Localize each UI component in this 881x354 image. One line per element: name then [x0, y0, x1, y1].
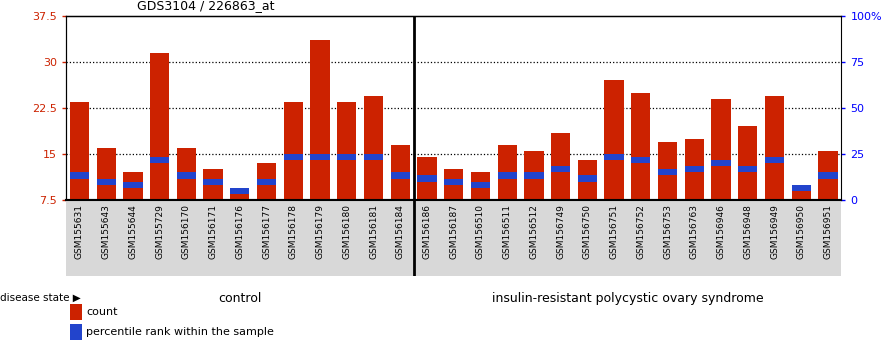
Bar	[818, 172, 838, 178]
Bar	[551, 132, 570, 200]
Bar	[604, 80, 624, 200]
Bar	[524, 151, 544, 200]
Text: GSM156176: GSM156176	[235, 204, 244, 259]
Text: insulin-resistant polycystic ovary syndrome: insulin-resistant polycystic ovary syndr…	[492, 292, 763, 305]
Bar	[123, 182, 143, 188]
Bar	[337, 154, 357, 160]
Bar	[177, 148, 196, 200]
Text: GSM156177: GSM156177	[262, 204, 271, 259]
Bar	[150, 157, 169, 163]
Bar	[123, 172, 143, 200]
Text: GSM156951: GSM156951	[824, 204, 833, 259]
Bar	[150, 53, 169, 200]
Text: GSM156750: GSM156750	[583, 204, 592, 259]
Bar	[551, 166, 570, 172]
Text: GSM156187: GSM156187	[449, 204, 458, 259]
Text: GSM156749: GSM156749	[556, 204, 565, 259]
Text: GSM156179: GSM156179	[315, 204, 324, 259]
Bar	[498, 172, 517, 178]
Text: GSM155631: GSM155631	[75, 204, 84, 259]
Bar	[524, 172, 544, 178]
Text: GSM156946: GSM156946	[716, 204, 726, 259]
Text: GSM156178: GSM156178	[289, 204, 298, 259]
Bar	[631, 93, 650, 200]
Bar	[204, 169, 223, 200]
Text: GSM156180: GSM156180	[343, 204, 352, 259]
Bar	[230, 188, 249, 194]
Text: GSM156171: GSM156171	[209, 204, 218, 259]
Bar	[765, 96, 784, 200]
Text: GSM156763: GSM156763	[690, 204, 699, 259]
Bar	[470, 172, 490, 200]
Bar	[70, 102, 89, 200]
Text: GSM155729: GSM155729	[155, 204, 164, 259]
Bar	[284, 154, 303, 160]
Bar	[444, 178, 463, 185]
Bar	[712, 99, 730, 200]
Bar	[792, 185, 811, 191]
Bar	[658, 142, 677, 200]
Bar	[792, 185, 811, 200]
Bar	[70, 172, 89, 178]
Bar	[418, 157, 437, 200]
Bar	[498, 145, 517, 200]
Text: GSM156511: GSM156511	[503, 204, 512, 259]
Bar	[97, 148, 115, 200]
Text: GSM156181: GSM156181	[369, 204, 378, 259]
Bar	[604, 154, 624, 160]
Bar	[470, 182, 490, 188]
Bar	[738, 126, 758, 200]
Bar	[631, 157, 650, 163]
Text: GDS3104 / 226863_at: GDS3104 / 226863_at	[137, 0, 274, 12]
Text: count: count	[86, 307, 118, 318]
Text: GSM156751: GSM156751	[610, 204, 618, 259]
Text: control: control	[218, 292, 262, 305]
Text: GSM156753: GSM156753	[663, 204, 672, 259]
Bar	[204, 178, 223, 185]
Bar	[257, 178, 277, 185]
Bar	[578, 160, 597, 200]
Text: percentile rank within the sample: percentile rank within the sample	[86, 327, 274, 337]
Text: GSM156949: GSM156949	[770, 204, 779, 259]
Text: GSM156510: GSM156510	[476, 204, 485, 259]
Text: GSM156948: GSM156948	[744, 204, 752, 259]
Bar	[284, 102, 303, 200]
Bar	[578, 176, 597, 182]
Bar	[444, 169, 463, 200]
Text: GSM156170: GSM156170	[181, 204, 191, 259]
Text: GSM156752: GSM156752	[636, 204, 646, 259]
Bar	[390, 172, 410, 178]
Bar	[685, 166, 704, 172]
Text: GSM156186: GSM156186	[423, 204, 432, 259]
Bar	[712, 160, 730, 166]
Bar	[257, 163, 277, 200]
Bar	[765, 157, 784, 163]
Bar	[685, 139, 704, 200]
Bar	[658, 169, 677, 176]
Bar	[418, 176, 437, 182]
Bar	[818, 151, 838, 200]
Text: GSM156512: GSM156512	[529, 204, 538, 259]
Text: GSM156184: GSM156184	[396, 204, 404, 259]
Text: GSM155643: GSM155643	[101, 204, 111, 259]
Bar	[390, 145, 410, 200]
Text: GSM156950: GSM156950	[796, 204, 806, 259]
Bar	[738, 166, 758, 172]
Bar	[337, 102, 357, 200]
Bar	[97, 178, 115, 185]
Bar	[364, 96, 383, 200]
Bar	[364, 154, 383, 160]
Bar	[177, 172, 196, 178]
Text: GSM155644: GSM155644	[129, 204, 137, 258]
Bar	[230, 188, 249, 200]
Bar	[310, 40, 329, 200]
Text: disease state ▶: disease state ▶	[0, 293, 81, 303]
Bar	[310, 154, 329, 160]
